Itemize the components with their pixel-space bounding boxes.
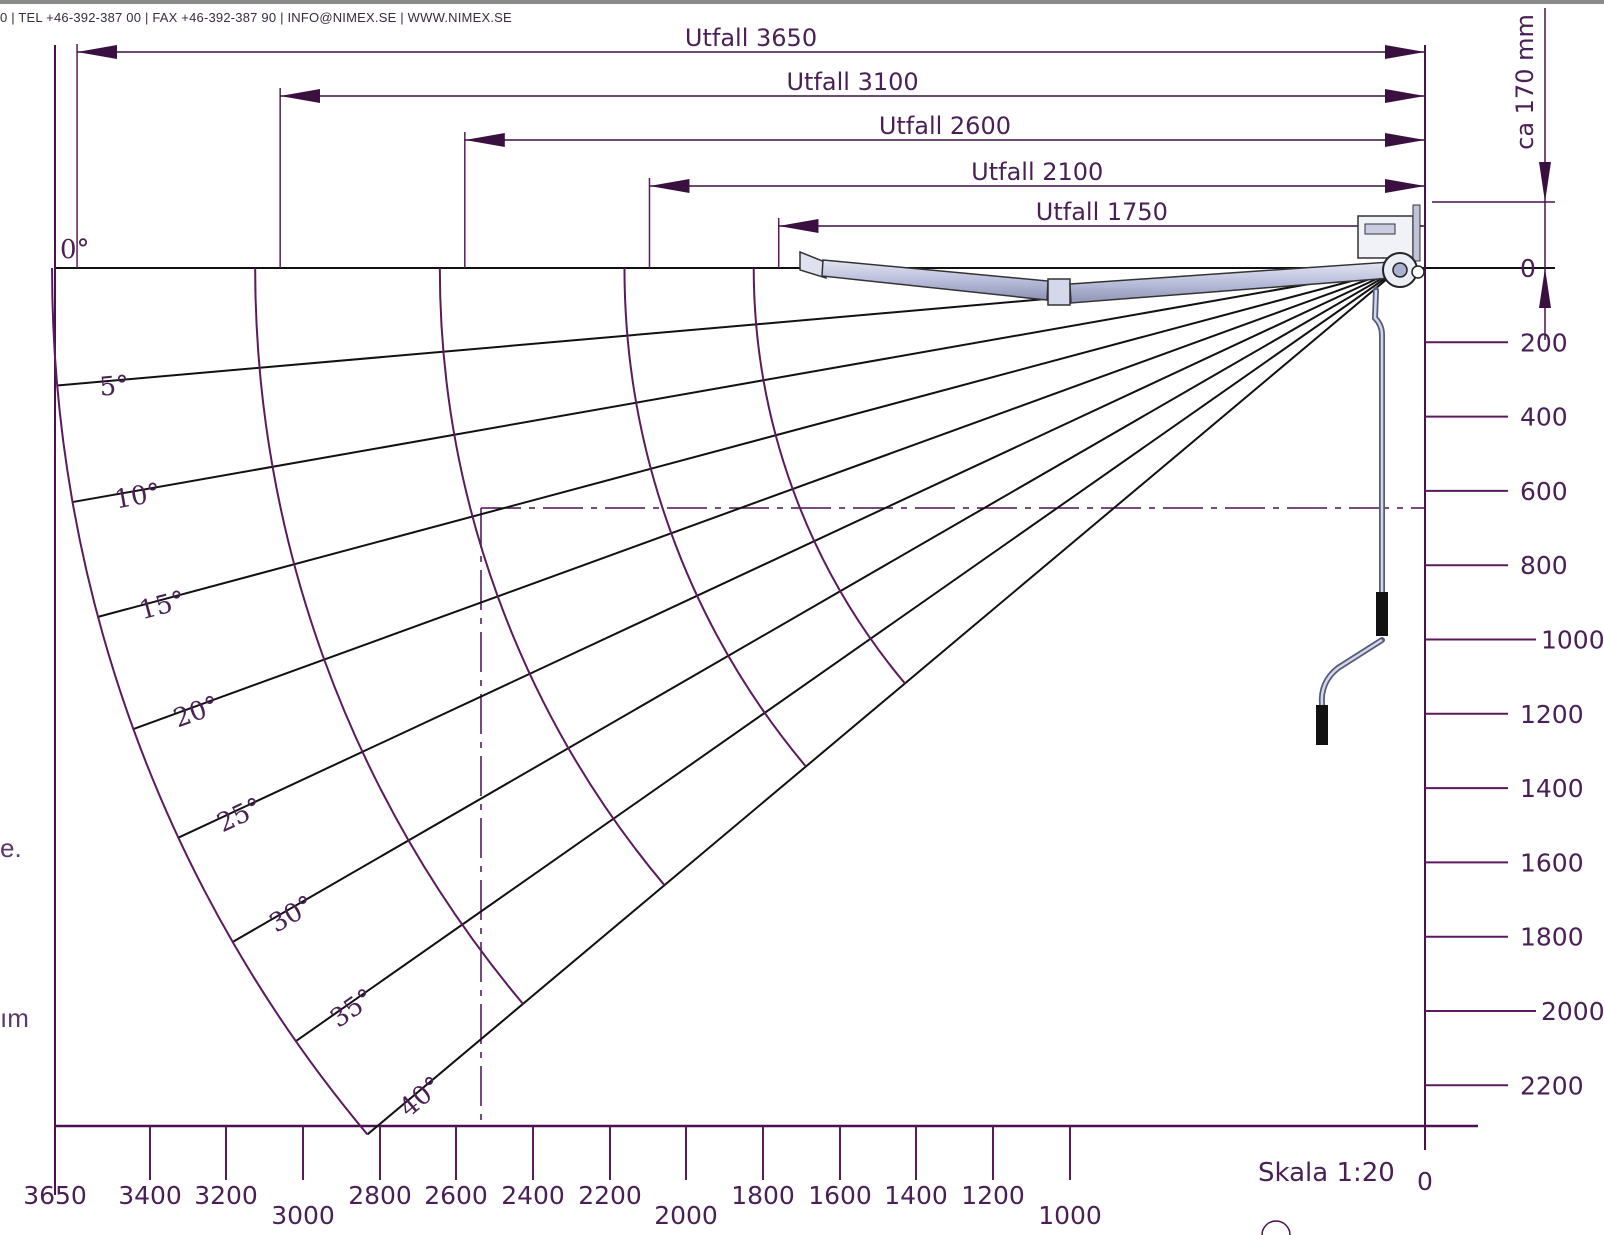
angle-label-35: 35°	[325, 983, 380, 1034]
projection-label: Utfall 3100	[786, 68, 918, 96]
crank-handle-bend-highlight	[1320, 638, 1383, 706]
angle-ray-20	[133, 267, 1401, 730]
cut-off-text-fragment: ım	[0, 1003, 29, 1033]
angle-ray-30	[232, 267, 1401, 943]
x-axis: 3650 3400 3200 3000 2800 2600 2400 2200 2000 1800…	[23, 1126, 1433, 1230]
x-tick-label: 1200	[961, 1181, 1025, 1210]
bracket-detail	[1364, 223, 1396, 235]
angle-ray-35	[295, 267, 1401, 1042]
angle-label-10: 10°	[112, 478, 163, 516]
top-border	[0, 0, 1604, 4]
projection-arc-3650	[51, 267, 369, 1136]
projection-label: Utfall 1750	[1036, 198, 1168, 226]
arm-front-bracket	[799, 250, 827, 280]
y-tick-label: 400	[1520, 403, 1568, 432]
contact-line: 0 | TEL +46-392-387 00 | FAX +46-392-387…	[0, 10, 512, 25]
angle-label-0: 0°	[60, 235, 90, 265]
x-tick-label: 2200	[578, 1181, 642, 1210]
angle-ray-15	[97, 267, 1401, 618]
angle-ray-10	[72, 267, 1401, 504]
gear-wheel	[1411, 265, 1425, 279]
projection-label: Utfall 3650	[685, 24, 817, 52]
x-tick-label: 1400	[884, 1181, 948, 1210]
wall-plate	[1412, 204, 1421, 262]
crank-grip-upper	[1376, 592, 1388, 636]
projection-arc-1750	[752, 267, 906, 685]
angle-label-15: 15°	[136, 585, 188, 626]
x-tick-label: 2000	[654, 1201, 718, 1230]
height-dim-arrow-up	[1539, 268, 1551, 308]
x-tick-label: 0	[1417, 1167, 1433, 1196]
y-tick-label: 1200	[1520, 700, 1584, 729]
x-tick-label: 2600	[424, 1181, 488, 1210]
y-tick-label: 2000	[1541, 997, 1604, 1026]
awning-arm-illustration	[799, 204, 1425, 745]
projection-label: Utfall 2600	[879, 112, 1011, 140]
crank-rod-highlight	[1373, 289, 1384, 592]
x-tick-label: 3000	[271, 1201, 335, 1230]
crank-grip-lower	[1316, 705, 1328, 745]
cut-off-text-fragment: e.	[0, 833, 22, 863]
y-tick-label: 1000	[1541, 626, 1604, 655]
x-tick-label: 2800	[348, 1181, 412, 1210]
height-dim-arrow-down	[1539, 162, 1551, 202]
y-tick-label: 600	[1520, 477, 1568, 506]
y-tick-label: 1800	[1520, 923, 1584, 952]
angle-label-40: 40°	[394, 1071, 449, 1124]
projection-arc-3100	[254, 267, 524, 1005]
y-tick-label: 1600	[1520, 848, 1584, 877]
x-tick-label: 1000	[1038, 1201, 1102, 1230]
projection-arc-2100	[623, 267, 807, 768]
x-tick-label: 2400	[501, 1181, 565, 1210]
arm-elbow-joint	[1047, 278, 1071, 306]
crank-handle-bend	[1318, 637, 1385, 708]
partial-circle-symbol	[1261, 1220, 1291, 1235]
y-tick-label: 2200	[1520, 1071, 1584, 1100]
y-tick-label: 800	[1520, 551, 1568, 580]
projection-dimensions: Utfall 3650 Utfall 3100 Utfall 2600 Utfall …	[76, 24, 1425, 268]
y-tick-label: 200	[1520, 328, 1568, 357]
arm-outer-segment	[821, 259, 1049, 301]
angle-labels: 0°5°10°15°20°25°30°35°40°	[60, 235, 448, 1124]
y-tick-label: 0	[1520, 254, 1536, 283]
x-tick-label: 3650	[23, 1181, 87, 1210]
y-tick-label: 1400	[1520, 774, 1584, 803]
wall-bracket	[1357, 215, 1414, 259]
projection-arcs	[51, 267, 906, 1136]
angle-ray-40	[366, 267, 1401, 1136]
x-tick-label: 1800	[731, 1181, 795, 1210]
angle-label-20: 20°	[170, 690, 224, 734]
projection-arc-2600	[438, 267, 666, 886]
x-tick-label: 3400	[118, 1181, 182, 1210]
arm-pivot-hub	[1392, 262, 1408, 278]
projection-label: Utfall 2100	[971, 158, 1103, 186]
y-axis: 0 200 400 600 800 1000 1200 1400 1600 1800 2000 220…	[1425, 254, 1604, 1100]
height-note: ca 170 mm	[1511, 14, 1539, 150]
angle-ray-25	[177, 267, 1401, 839]
x-tick-label: 1600	[808, 1181, 872, 1210]
scale-label: Skala 1:20	[1258, 1158, 1395, 1188]
angle-label-5: 5°	[98, 370, 130, 402]
x-tick-label: 3200	[194, 1181, 258, 1210]
angle-rays	[57, 267, 1401, 1136]
